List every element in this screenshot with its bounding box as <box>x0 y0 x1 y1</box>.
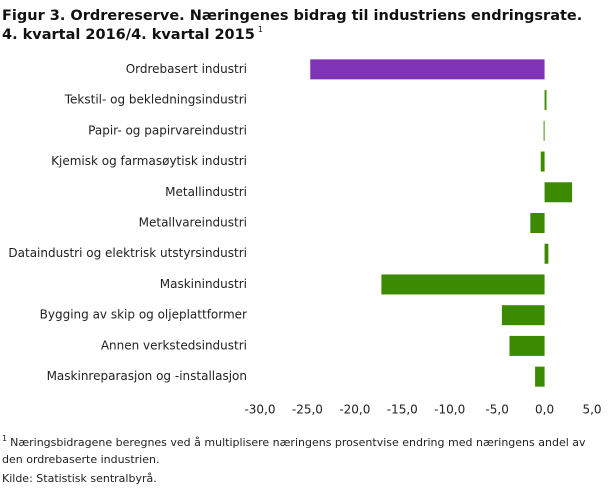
bar <box>530 213 545 233</box>
x-tick-label: -5,0 <box>485 403 508 417</box>
bar <box>535 366 545 387</box>
x-tick-label: 5,0 <box>582 403 601 417</box>
y-tick-label: Ordrebasert industri <box>126 62 247 76</box>
y-tick-label: Tekstil- og bekledningsindustri <box>64 93 247 107</box>
y-tick-label: Maskinindustri <box>160 277 247 291</box>
x-tick-label: -10,0 <box>434 403 465 417</box>
x-tick-label: -15,0 <box>387 403 418 417</box>
x-tick-label: -30,0 <box>244 403 275 417</box>
x-tick-label: -20,0 <box>339 403 370 417</box>
x-tick-label: -25,0 <box>292 403 323 417</box>
footnote-marker: 1 <box>2 434 7 443</box>
y-tick-label: Metallindustri <box>165 185 247 199</box>
subtitle-note: 1 <box>258 25 263 34</box>
subtitle-text: 4. kvartal 2016/4. kvartal 2015 <box>2 27 255 43</box>
bar <box>501 305 545 326</box>
y-tick-label: Annen verkstedsindustri <box>101 338 247 352</box>
y-tick-label: Bygging av skip og oljeplattformer <box>40 308 247 322</box>
x-tick-label: 0,0 <box>535 403 554 417</box>
chart-title: Figur 3. Ordrereserve. Næringenes bidrag… <box>2 8 582 24</box>
y-tick-label: Papir- og papirvareindustri <box>88 123 247 137</box>
bar <box>543 120 545 141</box>
footnote-text: Næringsbidragene beregnes ved å multipli… <box>10 436 586 449</box>
bar <box>540 151 545 172</box>
bar <box>381 274 545 295</box>
footnote-line: 1 Næringsbidragene beregnes ved å multipl… <box>2 434 586 450</box>
footnote-text: den ordrebaserte industrien. <box>2 453 159 466</box>
bar <box>544 243 549 264</box>
chart-subtitle: 4. kvartal 2016/4. kvartal 2015 1 <box>2 25 263 44</box>
bar <box>310 59 545 80</box>
y-tick-label: Dataindustri og elektrisk utstyrsindustr… <box>8 246 247 260</box>
bar <box>544 182 573 203</box>
y-tick-label: Maskinreparasjon og -installasjon <box>47 369 247 383</box>
bar <box>544 90 547 111</box>
y-tick-label: Kjemisk og farmasøytisk industri <box>51 154 247 168</box>
source: Kilde: Statistisk sentralbyrå. <box>2 472 157 485</box>
y-tick-label: Metallvareindustri <box>139 216 247 230</box>
bar <box>509 335 545 356</box>
